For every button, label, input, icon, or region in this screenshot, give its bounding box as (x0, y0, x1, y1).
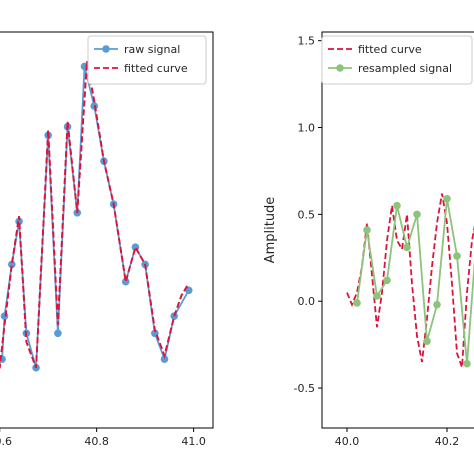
legend: raw signal fitted curve (87, 35, 207, 85)
data-point (413, 210, 421, 219)
series-overlay-fitted-curve (0, 61, 190, 369)
y-tick-label: 0.5 (298, 208, 316, 221)
y-tick-label: 0.0 (298, 295, 316, 308)
x-tick-label: 40.6 (0, 435, 12, 448)
data-point (0, 312, 9, 320)
right-chart: 40.0 40.2 -0.5 0.0 0.5 1.0 1.5 Amplitude fitted … (263, 31, 474, 448)
data-point (403, 243, 411, 252)
data-point (353, 299, 361, 307)
data-point (393, 201, 401, 210)
legend-box (321, 35, 473, 85)
series-resampled-signal (353, 194, 474, 368)
data-point (433, 300, 441, 309)
y-tick-label: 1.5 (298, 35, 316, 48)
data-point (373, 292, 381, 300)
plot-area (0, 31, 214, 429)
series-line-overlay (0, 61, 190, 369)
legend-entry-resampled-signal: resampled signal (328, 62, 452, 75)
legend-entry-fitted-curve: fitted curve (94, 62, 188, 75)
legend: fitted curve resampled signal (321, 35, 473, 85)
data-point (184, 286, 193, 295)
legend-label: fitted curve (358, 43, 422, 56)
left-chart: 40.6 40.8 41.0 raw signal fitted curve (0, 31, 214, 448)
y-tick-label: -0.5 (294, 382, 315, 395)
x-tick-label: 41.0 (181, 435, 206, 448)
data-point (423, 337, 431, 345)
x-tick-label: 40.2 (435, 435, 460, 448)
legend-marker (336, 64, 344, 72)
plot-area (321, 31, 474, 429)
y-axis-label: Amplitude (263, 197, 278, 264)
legend-box (87, 35, 207, 85)
y-tick-label: 1.0 (298, 122, 316, 135)
data-point (383, 276, 391, 285)
legend-label: resampled signal (358, 62, 452, 75)
x-tick-label: 40.8 (84, 435, 109, 448)
legend-marker (102, 45, 110, 53)
legend-label: raw signal (124, 43, 180, 56)
data-point (363, 226, 371, 234)
data-point (8, 260, 16, 269)
data-point (463, 359, 471, 368)
data-point (160, 355, 169, 363)
data-point (443, 194, 451, 203)
data-point (453, 252, 461, 260)
legend-label: fitted curve (124, 62, 188, 75)
data-point (54, 329, 62, 338)
x-tick-label: 40.0 (335, 435, 360, 448)
data-point (121, 277, 130, 286)
legend-entry-fitted-curve: fitted curve (328, 43, 422, 56)
legend-entry-raw-signal: raw signal (94, 43, 180, 56)
